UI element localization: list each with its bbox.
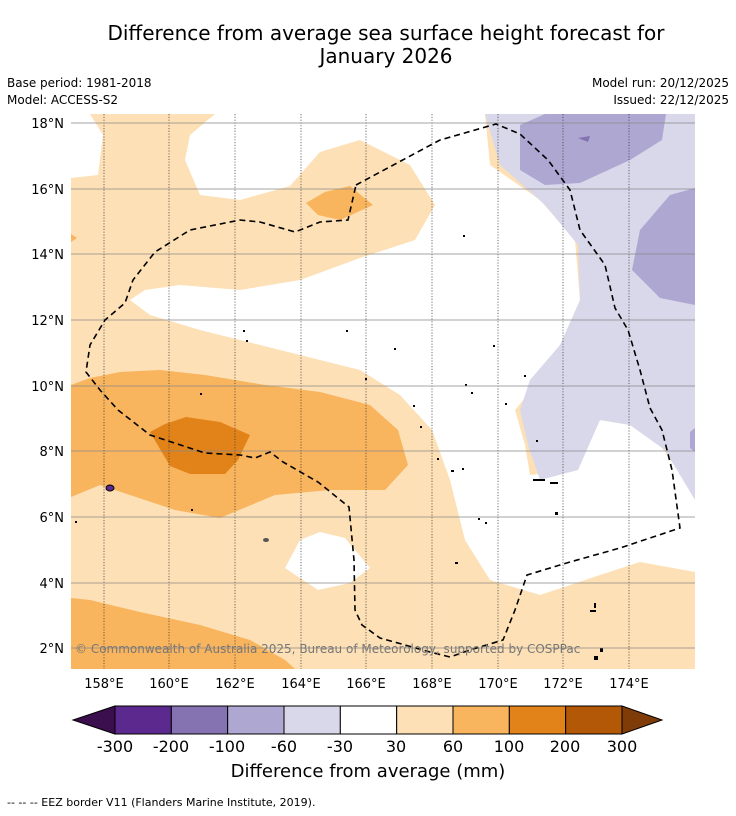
lon-tick-label: 166°E	[346, 677, 386, 692]
lon-tick-label: 172°E	[543, 677, 583, 692]
colorbar-label: -200	[152, 737, 190, 756]
meta-left: Base period: 1981-2018 Model: ACCESS-S2	[7, 75, 152, 109]
anomaly-minus30-region	[485, 114, 695, 500]
lat-axis: 18°N 16°N 14°N 12°N 10°N 8°N 6°N 4°N 2°N	[31, 117, 64, 657]
colorbar-segment	[227, 705, 285, 735]
lat-tick-label: 18°N	[31, 117, 64, 132]
latitude-lines	[71, 122, 695, 649]
colorbar-label: -300	[96, 737, 134, 756]
graticule	[103, 114, 630, 669]
title-line-1: Difference from average sea surface heig…	[107, 21, 665, 45]
colorbar	[71, 705, 664, 735]
anomaly-minus60-region-east	[632, 188, 695, 305]
map-panel: © Commonwealth of Australia 2025, Bureau…	[71, 114, 695, 669]
lat-tick-label: 10°N	[31, 380, 64, 395]
lon-tick-label: 158°E	[84, 677, 124, 692]
colorbar-segment	[339, 705, 398, 735]
lat-tick-label: 6°N	[40, 511, 65, 526]
colorbar-segment	[452, 705, 510, 735]
issued-date: Issued: 22/12/2025	[613, 93, 729, 107]
chart-title: Difference from average sea surface heig…	[0, 22, 736, 68]
anomaly-minus60-spot	[690, 428, 695, 452]
lon-tick-label: 170°E	[478, 677, 518, 692]
lon-tick-label: 174°E	[609, 677, 649, 692]
anomaly-minus100-dot	[578, 136, 590, 142]
model-name: Model: ACCESS-S2	[7, 93, 119, 107]
colorbar-label: 30	[385, 737, 407, 756]
lat-tick-label: 14°N	[31, 248, 64, 263]
colorbar-segment	[170, 705, 229, 735]
title-line-2: January 2026	[319, 44, 453, 68]
colorbar-label: 200	[549, 737, 581, 756]
neutral-west-notch	[71, 114, 103, 178]
copyright-watermark: © Commonwealth of Australia 2025, Bureau…	[75, 642, 580, 656]
lon-axis: 158°E 160°E 162°E 164°E 166°E 168°E 170°…	[84, 677, 649, 692]
island-marker	[105, 484, 115, 492]
base-period: Base period: 1981-2018	[7, 76, 152, 90]
anomaly-100-200-region	[150, 417, 250, 474]
anomaly-minus60-region-north	[520, 114, 666, 185]
anomaly-60-100-north	[306, 186, 373, 220]
lat-tick-label: 2°N	[40, 642, 65, 657]
meta-right: Model run: 20/12/2025 Issued: 22/12/2025	[592, 75, 729, 109]
colorbar-label: 60	[442, 737, 464, 756]
lat-tick-label: 16°N	[31, 183, 64, 198]
colorbar-segment	[396, 705, 454, 735]
lon-tick-label: 160°E	[149, 677, 189, 692]
colorbar-segment	[565, 705, 623, 735]
atolls	[75, 235, 603, 660]
colorbar-label: 300	[606, 737, 638, 756]
anomaly-60-100-edge	[71, 234, 77, 242]
lat-tick-label: 8°N	[40, 445, 65, 460]
eez-border	[85, 123, 681, 658]
lat-tick-label: 4°N	[40, 577, 65, 592]
model-run: Model run: 20/12/2025	[591, 76, 729, 90]
lat-tick-label: 12°N	[31, 314, 64, 329]
colorbar-segment	[283, 705, 341, 735]
colorbar-segment	[114, 705, 172, 735]
colorbar-extend-high	[621, 705, 664, 735]
island-marker	[263, 538, 269, 542]
colorbar-label: -30	[326, 737, 354, 756]
colorbar-label: 100	[493, 737, 525, 756]
lon-tick-label: 162°E	[215, 677, 255, 692]
colorbar-label: -100	[208, 737, 246, 756]
lon-tick-label: 168°E	[412, 677, 452, 692]
colorbar-title: Difference from average (mm)	[230, 761, 506, 782]
lon-tick-label: 164°E	[281, 677, 321, 692]
anomaly-60-100-south	[71, 598, 295, 669]
colorbar-extend-low	[71, 705, 116, 735]
colorbar-segment	[508, 705, 567, 735]
colorbar-label: -60	[270, 737, 298, 756]
neutral-south-pocket	[285, 532, 370, 590]
eez-legend: -- -- -- EEZ border V11 (Flanders Marine…	[7, 796, 316, 809]
